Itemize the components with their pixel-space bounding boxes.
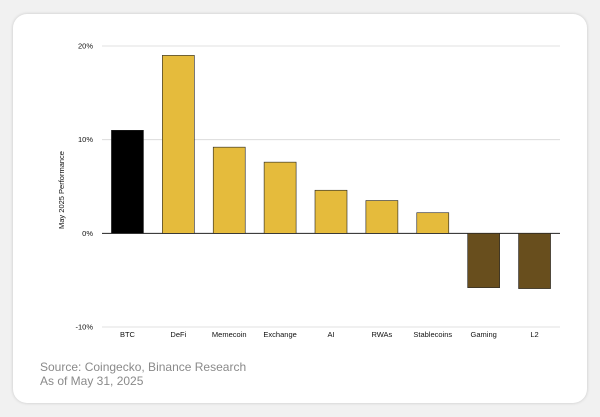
bar-exchange [263, 161, 297, 234]
bar-defi [162, 55, 195, 234]
y-tick-label: 20% [78, 42, 93, 51]
y-tick-label: 10% [78, 135, 93, 144]
bar-gaming [467, 233, 500, 288]
bar-l2 [518, 233, 551, 289]
bar-rwas [365, 200, 399, 234]
bar-btc [111, 130, 144, 234]
source-note: Source: Coingecko, Binance Research As o… [40, 360, 246, 388]
y-tick-label: -10% [75, 323, 93, 332]
bars [111, 55, 551, 289]
x-tick-label: RWAs [371, 330, 392, 339]
y-axis-label: May 2025 Performance [57, 151, 66, 229]
x-tick-label: Gaming [471, 330, 497, 339]
x-tick-label: Stablecoins [413, 330, 452, 339]
x-tick-label: AI [327, 330, 334, 339]
date-text: As of May 31, 2025 [40, 374, 144, 388]
x-tick-label: BTC [120, 330, 136, 339]
x-tick-label: DeFi [170, 330, 186, 339]
bar-ai [314, 189, 348, 234]
y-tick-labels: -10% 0% 10% 20% [75, 42, 93, 332]
bar-stablecoins [416, 212, 450, 234]
x-tick-label: Memecoin [212, 330, 247, 339]
y-tick-label: 0% [82, 229, 93, 238]
x-tick-label: Exchange [263, 330, 296, 339]
x-tick-label: L2 [530, 330, 538, 339]
source-text: Source: Coingecko, Binance Research [40, 360, 247, 374]
bar-memecoin [212, 146, 246, 234]
x-tick-labels: BTC DeFi Memecoin Exchange AI RWAs Stablecoins… [120, 330, 539, 339]
chart-card [13, 14, 587, 403]
